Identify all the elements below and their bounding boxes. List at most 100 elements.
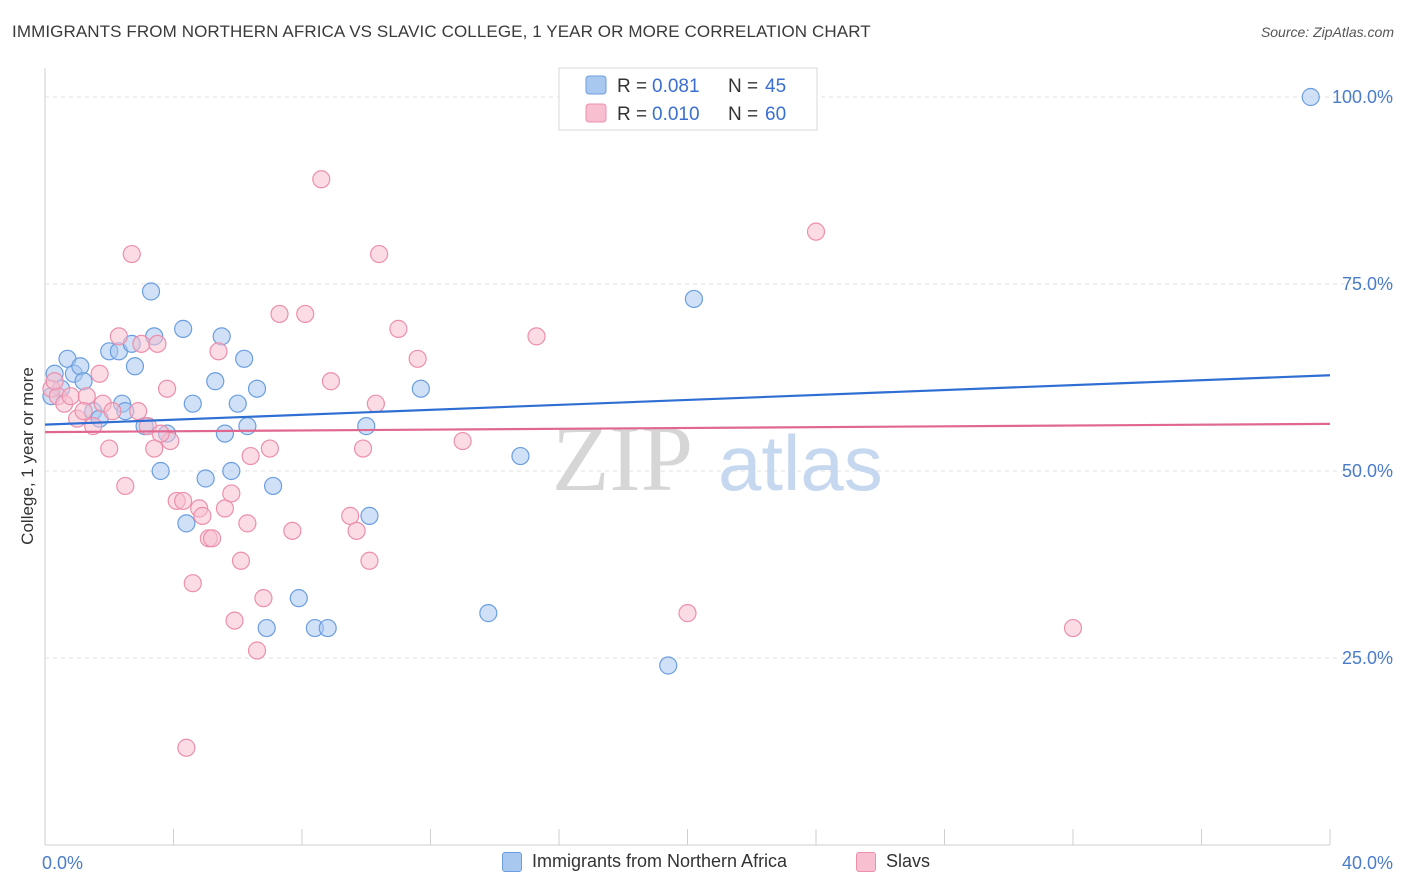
northern-africa-point bbox=[74, 372, 93, 391]
slavs-point bbox=[132, 334, 151, 353]
legend-n-value-2: 60 bbox=[765, 104, 786, 125]
slavs-point bbox=[103, 402, 122, 421]
northern-africa-point bbox=[247, 379, 267, 398]
northern-africa-point bbox=[228, 394, 247, 413]
slavs-point bbox=[215, 499, 234, 518]
slavs-point bbox=[247, 641, 267, 660]
slavs-point bbox=[193, 506, 212, 525]
northern-africa-point bbox=[411, 379, 430, 398]
northern-africa-point bbox=[684, 289, 704, 309]
northern-africa-point bbox=[71, 357, 90, 376]
slavs-point bbox=[260, 439, 279, 458]
slavs-point bbox=[296, 304, 315, 324]
legend-n-label-1: N = bbox=[728, 76, 758, 97]
data-points bbox=[42, 87, 1320, 757]
slavs-point bbox=[321, 372, 341, 391]
y-axis-label: College, 1 year or more bbox=[18, 367, 37, 545]
slavs-trend-line bbox=[44, 422, 1331, 434]
y-tick-label: 75.0% bbox=[1342, 274, 1393, 294]
legend-r-label-1: R = bbox=[617, 76, 647, 97]
northern-africa-point bbox=[1301, 87, 1320, 107]
slavs-point bbox=[389, 319, 408, 338]
slavs-point bbox=[353, 439, 373, 458]
slavs-point bbox=[100, 439, 119, 458]
northern-africa-point bbox=[238, 417, 257, 436]
slavs-point bbox=[225, 611, 244, 630]
slavs-point bbox=[45, 372, 64, 391]
northern-africa-trend-line bbox=[44, 374, 1331, 426]
slavs-point bbox=[174, 491, 193, 511]
legend-r-label-2: R = bbox=[617, 104, 647, 125]
watermark-zip: ZIP bbox=[552, 407, 693, 511]
northern-africa-point bbox=[357, 417, 376, 436]
northern-africa-point bbox=[196, 469, 215, 488]
slavs-point bbox=[148, 334, 167, 353]
northern-africa-point bbox=[289, 589, 308, 608]
slavs-point bbox=[1063, 618, 1083, 638]
slavs-point bbox=[238, 514, 257, 533]
y-tick-labels: 25.0% 50.0% 75.0% 100.0% bbox=[1332, 87, 1393, 668]
x-tick-label-max: 40.0% bbox=[1342, 853, 1393, 873]
grid-lines bbox=[45, 96, 1393, 659]
legend-swatch-northern-africa bbox=[502, 851, 522, 872]
northern-africa-point bbox=[212, 327, 231, 346]
slavs-point bbox=[360, 551, 379, 570]
source-credit: Source: ZipAtlas.com bbox=[1260, 24, 1394, 40]
slavs-point bbox=[527, 327, 546, 346]
northern-africa-point bbox=[263, 476, 283, 496]
slavs-point bbox=[241, 446, 260, 466]
northern-africa-point bbox=[125, 357, 145, 376]
northern-africa-point bbox=[206, 372, 225, 391]
axes bbox=[44, 68, 1331, 846]
slavs-point bbox=[177, 738, 196, 757]
slavs-point bbox=[74, 402, 93, 421]
northern-africa-point bbox=[141, 282, 161, 301]
slavs-point bbox=[222, 484, 241, 503]
slavs-point bbox=[806, 222, 826, 241]
trend-lines bbox=[44, 374, 1331, 434]
zipatlas-watermark: ZIP atlas bbox=[552, 407, 883, 511]
legend-item-northern-africa: Immigrants from Northern Africa bbox=[502, 851, 787, 872]
series-legend: Immigrants from Northern Africa Slavs bbox=[0, 851, 1406, 879]
northern-africa-point bbox=[222, 461, 241, 481]
slavs-point bbox=[231, 551, 251, 570]
legend-item-slavs: Slavs bbox=[856, 851, 930, 872]
northern-africa-point bbox=[360, 506, 379, 525]
northern-africa-point bbox=[235, 349, 254, 368]
slavs-point bbox=[254, 589, 273, 608]
legend-swatch-slavs bbox=[856, 851, 876, 872]
slavs-point bbox=[129, 402, 148, 421]
y-tick-label: 100.0% bbox=[1332, 87, 1393, 107]
legend-swatch-blue bbox=[585, 75, 607, 95]
slavs-point bbox=[678, 604, 697, 623]
slavs-point bbox=[157, 379, 177, 398]
stats-legend: R = 0.081 N = 45 R = 0.010 N = 60 bbox=[558, 67, 818, 131]
slavs-point bbox=[312, 170, 331, 189]
slavs-point bbox=[283, 521, 302, 540]
legend-label-slavs: Slavs bbox=[886, 851, 931, 871]
legend-label-northern-africa: Immigrants from Northern Africa bbox=[532, 851, 788, 871]
legend-r-value-1: 0.081 bbox=[652, 76, 700, 97]
slavs-point bbox=[341, 506, 360, 525]
legend-n-value-1: 45 bbox=[765, 76, 786, 97]
slavs-point bbox=[202, 529, 222, 548]
slavs-point bbox=[90, 364, 109, 383]
slavs-point bbox=[116, 476, 135, 496]
legend-n-label-2: N = bbox=[728, 104, 758, 125]
northern-africa-point bbox=[659, 656, 678, 675]
slavs-point bbox=[366, 394, 385, 413]
x-tick-label-min: 0.0% bbox=[42, 853, 83, 873]
northern-africa-point bbox=[511, 446, 530, 466]
slavs-point bbox=[77, 387, 96, 406]
slavs-point bbox=[183, 574, 202, 593]
slavs-point bbox=[151, 424, 170, 443]
slavs-point bbox=[209, 342, 228, 361]
legend-r-value-2: 0.010 bbox=[652, 104, 700, 125]
x-tick-labels: 0.0% 40.0% bbox=[42, 853, 1393, 873]
slavs-point bbox=[122, 244, 141, 264]
legend-swatch-pink bbox=[585, 103, 607, 123]
watermark-atlas: atlas bbox=[718, 419, 883, 507]
y-tick-label: 50.0% bbox=[1342, 461, 1393, 481]
slavs-point bbox=[453, 431, 472, 451]
